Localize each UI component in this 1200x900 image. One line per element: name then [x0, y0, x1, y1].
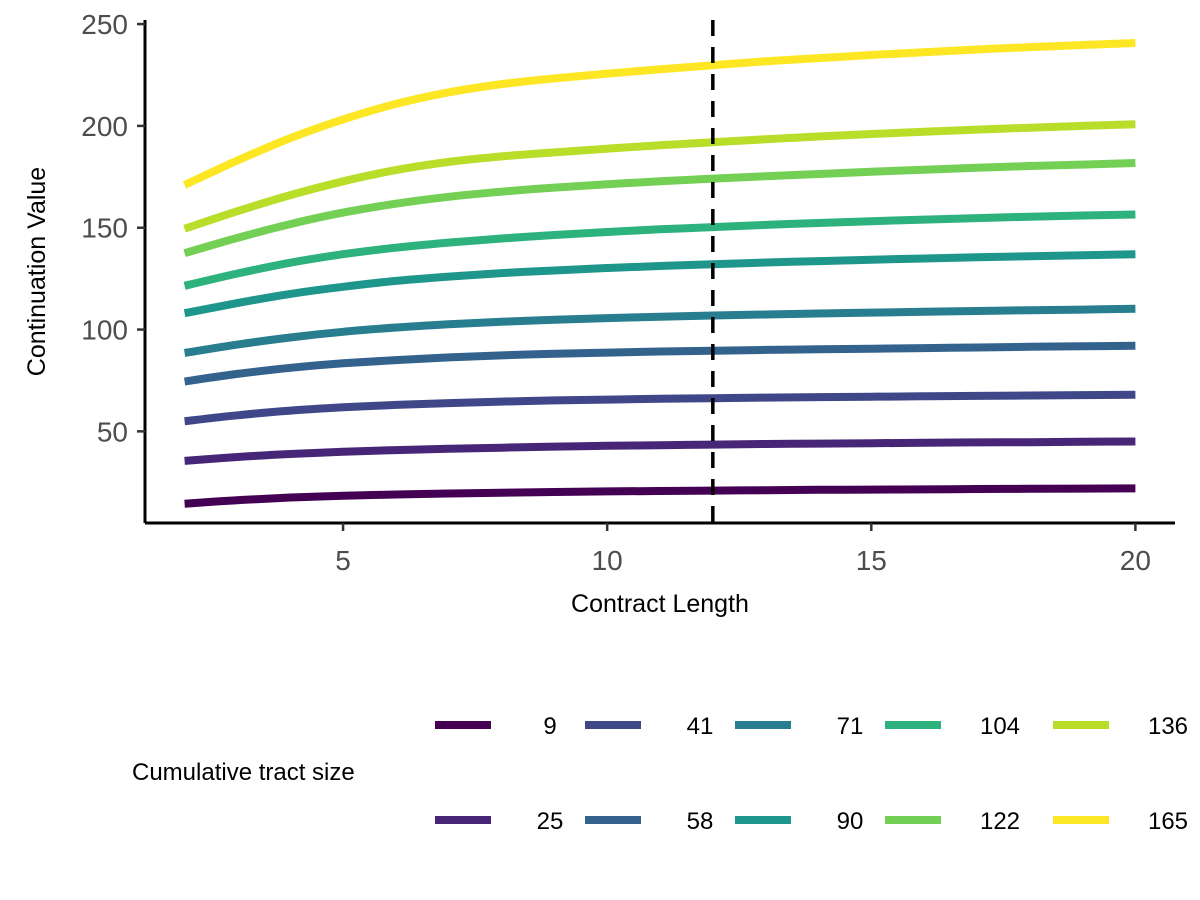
- series-line-71: [183, 304, 1136, 357]
- y-axis-ticks: 50 100 150 200 250: [81, 9, 145, 447]
- y-axis-title: Continuation Value: [23, 167, 51, 376]
- series-line-165: [182, 39, 1136, 189]
- y-tick-label-150: 150: [81, 213, 128, 244]
- legend-label-25: 25: [537, 808, 564, 835]
- series-line-41: [184, 390, 1136, 426]
- y-tick-label-50: 50: [97, 416, 128, 447]
- legend-label-104: 104: [980, 713, 1020, 740]
- y-tick-label-100: 100: [81, 315, 128, 346]
- legend-label-122: 122: [980, 808, 1020, 835]
- x-tick-label-10: 10: [592, 545, 623, 576]
- legend-title: Cumulative tract size: [132, 759, 355, 786]
- legend: Cumulative tract size 9 25 41 58 71 90 104 122 1…: [132, 713, 1188, 835]
- x-axis-ticks: 5 10 15 20: [335, 523, 1151, 576]
- plot-lines: [182, 39, 1136, 508]
- series-line-58: [184, 341, 1136, 386]
- x-tick-label-15: 15: [856, 545, 887, 576]
- x-tick-label-5: 5: [335, 545, 351, 576]
- series-line-104: [183, 210, 1136, 290]
- legend-label-165: 165: [1148, 808, 1188, 835]
- series-line-90: [183, 250, 1136, 318]
- y-tick-label-200: 200: [81, 111, 128, 142]
- legend-label-9: 9: [543, 713, 556, 740]
- series-line-122: [183, 159, 1136, 258]
- x-tick-label-20: 20: [1120, 545, 1151, 576]
- legend-label-41: 41: [687, 713, 714, 740]
- x-axis-title: Contract Length: [571, 590, 749, 618]
- legend-items: 9 25 41 58 71 90 104 122 136 165: [435, 713, 1188, 835]
- legend-label-71: 71: [837, 713, 864, 740]
- series-line-136: [183, 120, 1136, 233]
- legend-label-90: 90: [837, 808, 864, 835]
- series-line-9: [184, 484, 1136, 508]
- legend-label-136: 136: [1148, 713, 1188, 740]
- y-tick-label-250: 250: [81, 9, 128, 40]
- legend-label-58: 58: [687, 808, 714, 835]
- series-line-25: [184, 437, 1136, 465]
